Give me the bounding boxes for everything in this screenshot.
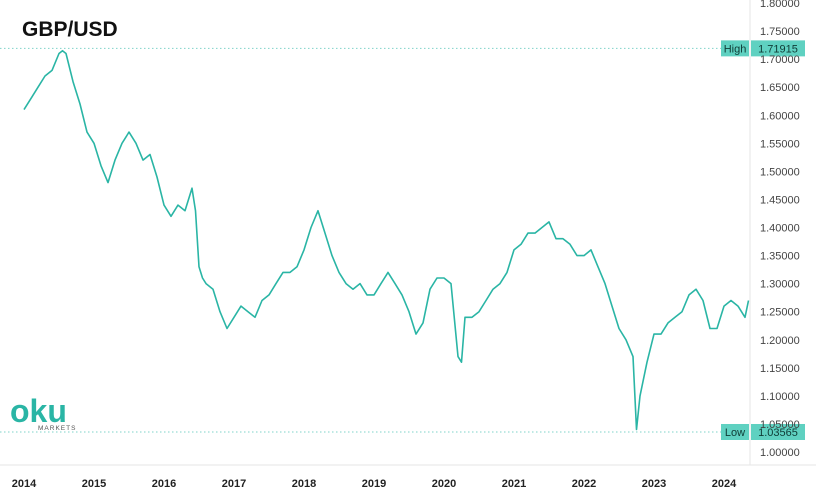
x-tick-label: 2024 xyxy=(712,478,737,490)
high-label-box xyxy=(721,40,749,57)
x-tick-label: 2017 xyxy=(222,478,246,490)
y-tick-label: 1.50000 xyxy=(760,166,800,178)
y-tick-label: 1.00000 xyxy=(760,447,800,459)
high-value: 1.71915 xyxy=(758,43,798,55)
x-tick-label: 2016 xyxy=(152,478,176,490)
high-label: High xyxy=(724,43,747,55)
x-tick-label: 2020 xyxy=(432,478,456,490)
y-tick-label: 1.75000 xyxy=(760,26,800,38)
y-tick-label: 1.45000 xyxy=(760,194,800,206)
low-value-box xyxy=(751,423,805,440)
y-tick-label: 1.60000 xyxy=(760,110,800,122)
y-tick-label: 1.65000 xyxy=(760,82,800,94)
y-tick-label: 1.20000 xyxy=(760,335,800,347)
x-tick-label: 2018 xyxy=(292,478,316,490)
y-tick-label: 1.15000 xyxy=(760,363,800,375)
y-tick-label: 1.55000 xyxy=(760,138,800,150)
chart-title: GBP/USD xyxy=(22,18,118,41)
low-value: 1.03565 xyxy=(758,427,798,439)
x-tick-label: 2023 xyxy=(642,478,666,490)
x-tick-label: 2019 xyxy=(362,478,386,490)
high-value-box xyxy=(751,40,805,57)
svg-text:MARKETS: MARKETS xyxy=(38,425,76,432)
x-tick-label: 2014 xyxy=(12,478,37,490)
low-label-box xyxy=(721,423,749,440)
y-tick-label: 1.35000 xyxy=(760,251,800,263)
y-tick-label: 1.05000 xyxy=(760,419,800,431)
x-tick-label: 2021 xyxy=(502,478,526,490)
svg-text:oku: oku xyxy=(10,393,67,429)
price-line xyxy=(23,49,750,431)
y-tick-label: 1.80000 xyxy=(760,0,800,10)
x-tick-label: 2015 xyxy=(82,478,106,490)
oku-markets-logo-icon: oku MARKETS xyxy=(10,393,76,432)
y-tick-label: 1.30000 xyxy=(760,279,800,291)
y-tick-label: 1.40000 xyxy=(760,223,800,235)
y-tick-label: 1.25000 xyxy=(760,307,800,319)
x-tick-label: 2022 xyxy=(572,478,596,490)
y-tick-label: 1.10000 xyxy=(760,391,800,403)
y-tick-label: 1.70000 xyxy=(760,54,800,66)
low-label: Low xyxy=(725,427,745,439)
